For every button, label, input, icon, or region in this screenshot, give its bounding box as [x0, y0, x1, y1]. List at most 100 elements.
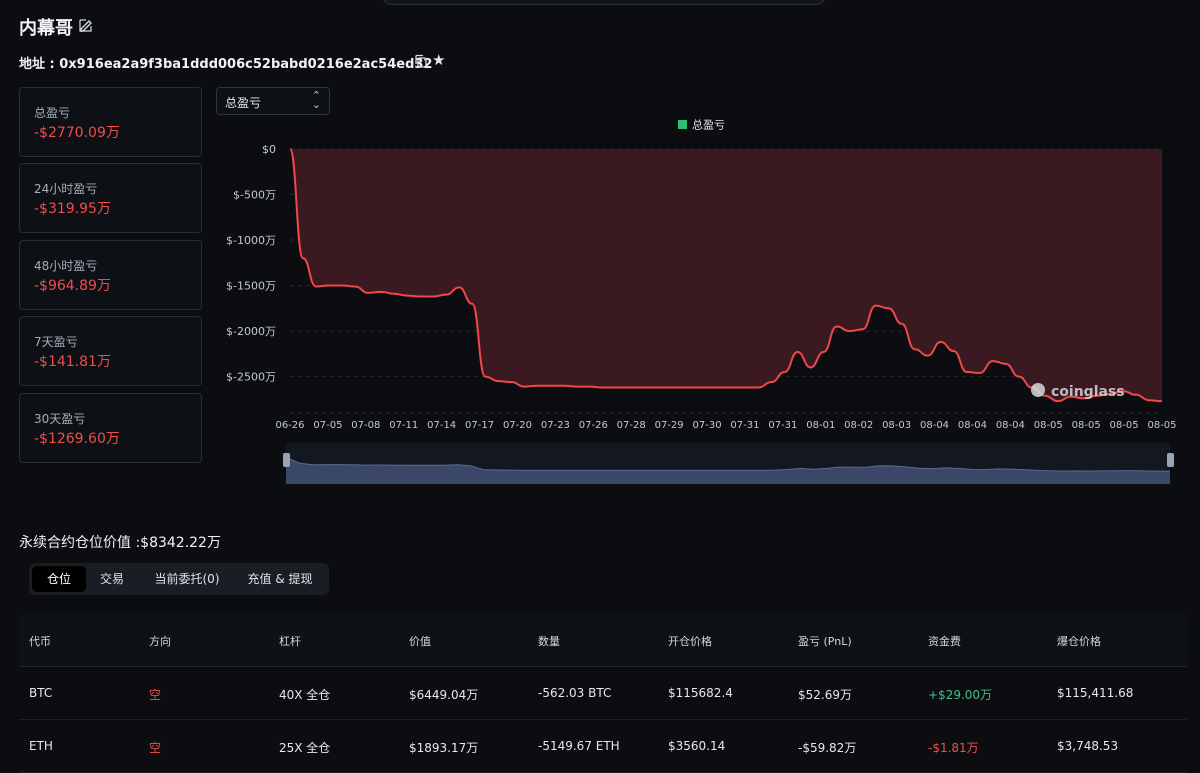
x-tick-label: 08-05 [1147, 420, 1176, 431]
x-tick-label: 06-26 [275, 420, 304, 431]
metric-select[interactable]: 总盈亏 ⌃ ⌄ [216, 87, 330, 115]
y-tick-label: $-1000万 [226, 234, 276, 247]
x-tick-label: 07-23 [541, 420, 570, 431]
x-tick-label: 07-31 [730, 420, 759, 431]
leverage-cell: 25X 全仓 [279, 741, 331, 755]
direction-cell: 空 [149, 688, 162, 702]
stat-value: -$1269.60万 [34, 431, 120, 447]
zoom-slider[interactable] [283, 443, 1174, 484]
y-axis-ticks: $0 $-500万 $-1000万 $-1500万 $-2000万 $-2500万 [226, 143, 276, 384]
stat-value: -$2770.09万 [34, 125, 120, 141]
slider-minichart-line [285, 456, 1171, 472]
header-quantity: 数量 [538, 635, 560, 648]
x-tick-label: 07-26 [579, 420, 608, 431]
x-tick-label: 07-31 [768, 420, 797, 431]
header-funding: 资金费 [928, 635, 961, 648]
stat-value: -$141.81万 [34, 354, 111, 370]
tab-positions[interactable]: 仓位 [32, 566, 86, 592]
liq-price-cell: $3,748.53 [1057, 739, 1119, 753]
wallet-address: 地址 : 0x916ea2a9f3ba1ddd006c52babd0216e2a… [19, 57, 433, 72]
stat-label: 48小时盈亏 [34, 259, 98, 273]
legend-swatch [678, 120, 687, 129]
table-row[interactable]: BTC 空 40X 全仓 $6449.04万 -562.03 BTC $1156… [19, 667, 1187, 720]
value-cell: $1893.17万 [409, 741, 479, 755]
watermark-text: coinglass [1051, 384, 1125, 400]
edit-icon[interactable] [78, 17, 94, 33]
x-tick-label: 08-03 [882, 420, 911, 431]
liq-price-cell: $115,411.68 [1057, 686, 1134, 700]
y-tick-label: $-2000万 [226, 325, 276, 338]
x-tick-label: 07-05 [313, 420, 342, 431]
x-tick-label: 07-11 [389, 420, 418, 431]
stat-card-7d-pnl: 7天盈亏 -$141.81万 [19, 316, 202, 386]
perp-position-value: 永续合约仓位价值 :$8342.22万 [19, 535, 221, 551]
y-tick-label: $-2500万 [226, 371, 276, 384]
header-entry-price: 开仓价格 [668, 635, 712, 648]
quantity-cell: -562.03 BTC [538, 686, 612, 700]
favorite-star-icon[interactable]: ★ [432, 51, 446, 69]
header-pnl: 盈亏 (PnL) [798, 635, 852, 648]
stat-value: -$964.89万 [34, 278, 111, 294]
pnl-series-line [289, 148, 1163, 403]
stat-value: -$319.95万 [34, 201, 111, 217]
copy-icon[interactable] [414, 54, 428, 68]
slider-handle-left[interactable] [283, 453, 290, 467]
legend-label: 总盈亏 [692, 118, 725, 132]
leverage-cell: 40X 全仓 [279, 688, 331, 702]
coinglass-watermark: coinglass [1031, 383, 1125, 400]
pnl-chart: 总盈亏 $0 $-500万 $-1000万 $-1500万 $-2000万 $-2500万… [226, 118, 1177, 484]
quantity-cell: -5149.67 ETH [538, 739, 620, 753]
stat-label: 7天盈亏 [34, 335, 78, 349]
x-tick-label: 08-04 [920, 420, 949, 431]
metric-select-value: 总盈亏 [225, 96, 262, 110]
position-tabs: 仓位 交易 当前委托(0) 充值 & 提现 [29, 563, 329, 595]
chart-legend: 总盈亏 [678, 118, 725, 132]
x-tick-label: 07-20 [503, 420, 532, 431]
page-title: 内幕哥 [19, 18, 73, 39]
x-tick-label: 07-17 [465, 420, 494, 431]
stat-card-48h-pnl: 48小时盈亏 -$964.89万 [19, 240, 202, 310]
x-tick-label: 08-05 [1072, 420, 1101, 431]
updown-chevron-icon: ⌃ ⌄ [311, 89, 321, 111]
header-direction: 方向 [149, 635, 171, 648]
x-tick-label: 07-08 [351, 420, 380, 431]
y-tick-label: $-1500万 [226, 280, 276, 293]
table-row[interactable]: ETH 空 25X 全仓 $1893.17万 -5149.67 ETH $356… [19, 720, 1187, 773]
y-tick-label: $0 [262, 143, 276, 156]
header-value: 价值 [409, 635, 431, 648]
token-cell: ETH [29, 739, 53, 753]
token-cell: BTC [29, 686, 53, 700]
funding-cell: +$29.00万 [928, 688, 993, 702]
stat-label: 30天盈亏 [34, 412, 86, 426]
x-tick-label: 08-02 [844, 420, 873, 431]
x-tick-label: 08-05 [1110, 420, 1139, 431]
tab-deposit-withdraw[interactable]: 充值 & 提现 [247, 572, 313, 586]
stat-label: 24小时盈亏 [34, 182, 98, 196]
coinglass-logo-icon [1031, 383, 1045, 397]
pnl-cell: $52.69万 [798, 688, 852, 702]
x-tick-label: 07-28 [617, 420, 646, 431]
header-token: 代币 [29, 635, 51, 648]
x-tick-label: 08-04 [996, 420, 1025, 431]
entry-price-cell: $3560.14 [668, 739, 726, 753]
y-tick-label: $-500万 [233, 189, 276, 202]
stat-label: 总盈亏 [34, 106, 71, 120]
stat-card-24h-pnl: 24小时盈亏 -$319.95万 [19, 163, 202, 233]
x-tick-label: 08-01 [806, 420, 835, 431]
x-tick-label: 07-30 [693, 420, 722, 431]
x-tick-label: 07-14 [427, 420, 456, 431]
global-search-bar[interactable] [383, 0, 825, 5]
x-tick-label: 07-29 [655, 420, 684, 431]
tab-open-orders[interactable]: 当前委托(0) [154, 572, 220, 586]
slider-handle-right[interactable] [1167, 453, 1174, 467]
stat-card-total-pnl: 总盈亏 -$2770.09万 [19, 87, 202, 157]
tab-trades[interactable]: 交易 [99, 572, 124, 586]
stat-card-30d-pnl: 30天盈亏 -$1269.60万 [19, 393, 202, 463]
x-tick-label: 08-04 [958, 420, 987, 431]
funding-cell: -$1.81万 [928, 741, 979, 755]
header-leverage: 杠杆 [279, 635, 301, 648]
pnl-cell: -$59.82万 [798, 741, 857, 755]
x-axis-ticks: 06-26 07-05 07-08 07-11 07-14 07-17 07-20 07-23… [275, 420, 1176, 431]
pnl-area [290, 149, 1162, 402]
entry-price-cell: $115682.4 [668, 686, 733, 700]
